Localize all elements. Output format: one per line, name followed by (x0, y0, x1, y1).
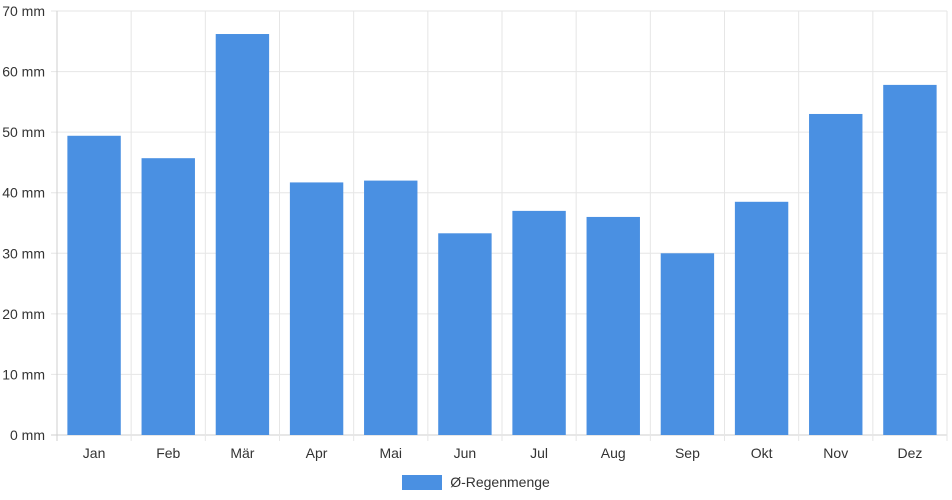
bar-aug (586, 216, 640, 435)
y-tick-label: 20 mm (2, 306, 45, 322)
bar-mär (215, 34, 270, 435)
y-tick-label: 60 mm (2, 64, 45, 80)
bar-apr (289, 182, 344, 435)
x-tick-label: Okt (751, 445, 773, 461)
x-tick-label: Dez (897, 445, 922, 461)
y-tick-label: 50 mm (2, 124, 45, 140)
bar-feb (141, 158, 195, 435)
legend[interactable]: Ø-Regenmenge (0, 470, 952, 494)
bar-jun (438, 233, 492, 435)
x-tick-label: Feb (156, 445, 180, 461)
bar-sep (660, 253, 715, 435)
legend-swatch (402, 474, 443, 490)
x-tick-label: Sep (675, 445, 700, 461)
bar-dez (883, 84, 937, 435)
x-tick-label: Nov (823, 445, 848, 461)
x-tick-label: Jan (83, 445, 106, 461)
y-tick-label: 0 mm (10, 427, 45, 443)
y-tick-label: 70 mm (2, 3, 45, 19)
x-tick-label: Aug (601, 445, 626, 461)
x-tick-label: Jun (454, 445, 477, 461)
y-axis-ticks: 0 mm 10 mm 20 mm 30 mm 40 mm 50 mm 60 mm 70 mm (2, 3, 45, 443)
legend-label: Ø-Regenmenge (450, 474, 550, 490)
y-tick-label: 10 mm (2, 366, 45, 382)
bar-mai (364, 180, 418, 435)
x-tick-label: Mai (379, 445, 402, 461)
bar-okt (734, 201, 789, 435)
bar-jan (67, 135, 121, 435)
x-tick-label: Jul (530, 445, 548, 461)
x-axis-ticks: Jan Feb Mär Apr Mai Jun Jul Aug Sep Okt Nov Dez (83, 445, 923, 461)
bars (67, 34, 937, 435)
y-tick-label: 30 mm (2, 245, 45, 261)
x-tick-label: Mär (230, 445, 254, 461)
y-tick-label: 40 mm (2, 185, 45, 201)
grid-lines (51, 10, 948, 441)
x-tick-label: Apr (306, 445, 328, 461)
bar-jul (512, 210, 566, 435)
bar-nov (809, 113, 863, 435)
